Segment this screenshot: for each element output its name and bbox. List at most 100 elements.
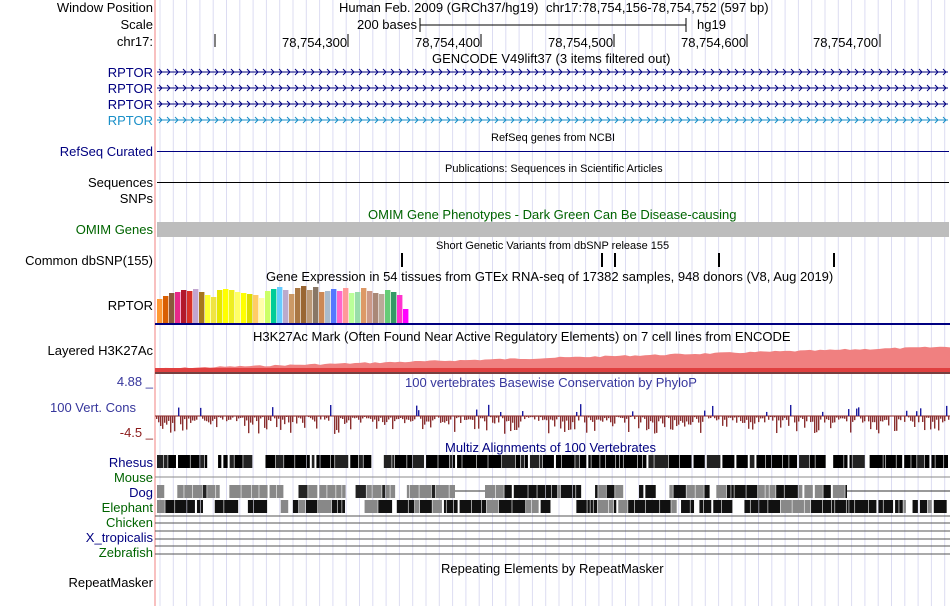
alignment-block xyxy=(623,455,638,468)
alignment-block xyxy=(342,500,345,513)
conservation-bar xyxy=(842,416,844,419)
snps-track-label[interactable]: SNPs xyxy=(119,191,153,206)
multiz-alignment-blocks[interactable] xyxy=(155,453,950,558)
multiz-species-label[interactable]: Elephant xyxy=(101,500,153,515)
omim-track-label[interactable]: OMIM Genes xyxy=(75,222,153,237)
conservation-bar xyxy=(204,416,206,421)
repeatmasker-track-label[interactable]: RepeatMasker xyxy=(68,575,153,590)
multiz-species-label[interactable]: Zebrafish xyxy=(98,545,153,560)
conservation-bar xyxy=(460,416,462,423)
alignment-block xyxy=(453,500,458,513)
conservation-bar xyxy=(626,416,628,419)
tissue-bar xyxy=(157,299,163,323)
tissue-bar xyxy=(205,295,211,323)
conservation-bar xyxy=(458,416,460,418)
conservation-bar xyxy=(874,416,876,423)
conservation-bar xyxy=(340,416,342,419)
dbsnp-variants[interactable] xyxy=(155,252,950,268)
conservation-bar xyxy=(652,416,654,423)
gencode-item-label[interactable]: RPTOR xyxy=(107,113,153,128)
alignment-block xyxy=(637,455,643,468)
conservation-bar xyxy=(882,416,884,422)
h3k27ac-area xyxy=(155,346,950,374)
alignment-block xyxy=(177,455,190,468)
conservation-bar xyxy=(884,416,886,421)
alignment-block xyxy=(616,455,620,468)
gtex-track-label[interactable]: RPTOR xyxy=(107,298,153,313)
conservation-track-label[interactable]: 100 Vert. Cons xyxy=(50,400,136,415)
conservation-bar xyxy=(856,408,858,416)
alignment-block xyxy=(383,455,392,468)
conservation-bar xyxy=(816,416,818,433)
gtex-expression-bars[interactable] xyxy=(155,283,950,327)
gencode-item-label[interactable]: RPTOR xyxy=(107,65,153,80)
publications-line[interactable] xyxy=(157,182,949,183)
tissue-bar xyxy=(391,292,397,323)
tissue-bar xyxy=(403,309,409,323)
conservation-bar xyxy=(770,416,772,418)
gencode-transcripts[interactable] xyxy=(155,64,950,128)
conservation-bar xyxy=(352,416,354,418)
alignment-block xyxy=(849,500,855,513)
conservation-bar xyxy=(814,416,816,433)
conservation-bar xyxy=(596,416,598,420)
conservation-bar xyxy=(636,416,638,417)
alignment-block xyxy=(364,500,378,513)
conservation-bar xyxy=(930,416,932,430)
multiz-species-label[interactable]: Mouse xyxy=(113,470,153,485)
alignment-block xyxy=(390,485,396,498)
h3k27ac-track-label[interactable]: Layered H3K27Ac xyxy=(47,343,153,358)
alignment-block xyxy=(844,455,848,468)
strand-chevrons xyxy=(158,84,947,92)
multiz-species-label[interactable]: Dog xyxy=(129,485,153,500)
alignment-block xyxy=(396,500,408,513)
conservation-signal[interactable] xyxy=(155,388,950,444)
alignment-block xyxy=(769,485,776,498)
conservation-bar xyxy=(638,416,640,429)
conservation-bar xyxy=(560,416,562,429)
conservation-bar xyxy=(364,416,366,418)
alignment-block xyxy=(537,485,546,498)
conservation-bar xyxy=(194,416,196,421)
multiz-species-label[interactable]: X_tropicalis xyxy=(85,530,153,545)
alignment-block xyxy=(431,485,436,498)
conservation-bar xyxy=(516,416,518,430)
alignment-block xyxy=(600,455,606,468)
multiz-species-label[interactable]: Chicken xyxy=(106,515,153,530)
conservation-bar xyxy=(724,416,726,420)
dbsnp-track-label[interactable]: Common dbSNP(155) xyxy=(25,253,153,268)
alignment-block xyxy=(695,485,704,498)
alignment-block xyxy=(306,500,318,513)
conservation-bar xyxy=(274,416,276,419)
alignment-block xyxy=(722,455,735,468)
conservation-bar xyxy=(502,416,504,419)
refseq-gene-line[interactable] xyxy=(157,151,949,152)
alignment-block xyxy=(275,455,284,468)
conservation-bar xyxy=(818,416,820,431)
conservation-bar xyxy=(400,416,402,418)
alignment-block xyxy=(342,485,346,498)
refseq-track-label[interactable]: RefSeq Curated xyxy=(59,144,153,159)
multiz-species-label[interactable]: Rhesus xyxy=(108,455,153,470)
conservation-bar xyxy=(200,407,202,416)
tissue-bar xyxy=(331,289,337,323)
omim-bar[interactable] xyxy=(157,222,949,237)
alignment-block xyxy=(545,485,552,498)
publications-track-label[interactable]: Sequences xyxy=(87,175,153,190)
alignment-block xyxy=(849,455,852,468)
conservation-bar xyxy=(742,416,744,423)
alignment-block xyxy=(462,455,477,468)
tissue-bar xyxy=(229,290,235,323)
alignment-block xyxy=(216,485,220,498)
conservation-bar xyxy=(202,416,204,419)
gencode-item-label[interactable]: RPTOR xyxy=(107,97,153,112)
alignment-block xyxy=(435,485,449,498)
gencode-item-label[interactable]: RPTOR xyxy=(107,81,153,96)
alignment-block xyxy=(868,500,877,513)
alignment-block xyxy=(896,455,903,468)
conservation-bar xyxy=(440,416,442,423)
h3k27ac-signal[interactable] xyxy=(155,344,950,374)
conservation-bar xyxy=(236,416,238,422)
alignment-block xyxy=(358,455,363,468)
